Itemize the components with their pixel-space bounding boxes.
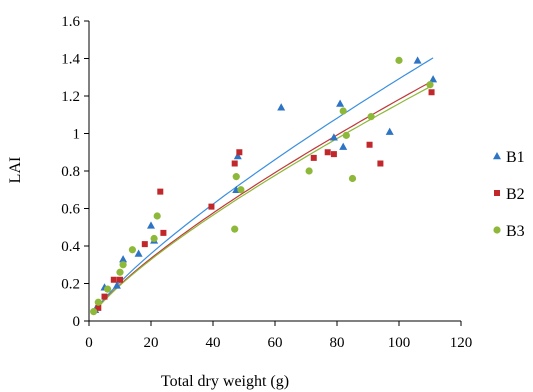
legend-marker-b2 xyxy=(494,190,500,196)
data-point-b1 xyxy=(329,133,338,141)
data-point-b1 xyxy=(233,152,242,160)
y-tick-label: 0.8 xyxy=(61,164,80,180)
data-point-b3 xyxy=(104,285,112,293)
data-point-b2 xyxy=(160,229,167,236)
series-b2 xyxy=(95,89,435,311)
data-point-b3 xyxy=(116,268,124,276)
data-point-b3 xyxy=(153,212,161,220)
data-point-b1 xyxy=(339,142,348,150)
data-point-b2 xyxy=(330,151,337,158)
data-point-b2 xyxy=(428,89,435,96)
x-tick-label: 120 xyxy=(450,335,473,351)
data-point-b1 xyxy=(147,221,155,229)
legend-label-b3: B3 xyxy=(506,223,525,240)
data-point-b1 xyxy=(385,127,394,135)
data-points xyxy=(90,56,438,316)
data-point-b1 xyxy=(336,99,345,107)
data-point-b2 xyxy=(157,188,164,195)
data-point-b1 xyxy=(429,75,438,83)
data-point-b1 xyxy=(119,255,128,263)
x-tick-label: 80 xyxy=(330,335,345,351)
trendline-b1 xyxy=(94,57,434,311)
legend-label-b2: B2 xyxy=(506,186,525,203)
data-point-b2 xyxy=(208,203,215,210)
data-point-b3 xyxy=(150,234,158,243)
data-point-b3 xyxy=(395,56,403,64)
x-axis-title: Total dry weight (g) xyxy=(161,373,289,390)
data-point-b1 xyxy=(112,281,121,289)
x-tick-label: 40 xyxy=(206,335,221,351)
data-point-b3 xyxy=(342,131,350,139)
data-point-b1 xyxy=(413,56,422,64)
data-point-b2 xyxy=(110,276,117,283)
data-point-b2 xyxy=(141,241,148,248)
data-point-b2 xyxy=(117,276,123,283)
data-point-b3 xyxy=(348,174,357,183)
legend-label-b1: B1 xyxy=(506,149,525,166)
x-tick-label: 0 xyxy=(85,335,93,351)
legend: B1 B2 B3 xyxy=(493,149,525,240)
legend-marker-b3 xyxy=(493,226,501,234)
y-tick-label: 1.6 xyxy=(61,14,80,30)
y-tick-label: 1.4 xyxy=(61,52,80,68)
y-tick-label: 0.2 xyxy=(61,277,80,293)
data-point-b2 xyxy=(95,304,102,311)
x-tick-label: 20 xyxy=(144,335,159,351)
legend-marker-b1 xyxy=(493,152,501,160)
y-tick-label: 0.6 xyxy=(61,202,80,218)
y-tick-label: 1.2 xyxy=(61,89,80,105)
trendlines xyxy=(93,57,434,314)
data-point-b2 xyxy=(377,160,384,167)
data-point-b2 xyxy=(324,149,331,156)
series-b1 xyxy=(91,56,438,313)
y-tick-label: 1 xyxy=(73,127,81,143)
series-b3 xyxy=(90,56,434,316)
data-point-b3 xyxy=(367,113,375,121)
data-point-b1 xyxy=(134,249,143,257)
trendline-b2 xyxy=(97,80,432,308)
data-point-b3 xyxy=(231,225,239,233)
data-point-b3 xyxy=(426,81,434,89)
data-point-b3 xyxy=(339,107,347,115)
y-tick-label: 0.4 xyxy=(61,239,80,255)
data-point-b3 xyxy=(305,167,313,175)
data-point-b2 xyxy=(101,293,108,300)
data-point-b3 xyxy=(94,298,102,306)
data-point-b2 xyxy=(231,160,238,167)
data-point-b3 xyxy=(237,186,245,194)
y-tick-label: 0 xyxy=(73,314,81,330)
axes: 0 0.2 0.4 0.6 0.8 1 1.2 1.4 1.6 0 20 40 60 80 100 120 xyxy=(61,14,472,351)
data-point-b1 xyxy=(277,103,286,111)
data-point-b2 xyxy=(366,141,373,148)
data-point-b3 xyxy=(128,246,136,254)
x-tick-label: 60 xyxy=(268,335,283,351)
data-point-b3 xyxy=(119,261,127,269)
data-point-b2 xyxy=(236,149,243,156)
trendline-b3 xyxy=(93,86,431,314)
data-point-b3 xyxy=(232,173,240,181)
data-point-b3 xyxy=(90,308,98,316)
data-point-b2 xyxy=(310,154,317,161)
y-axis-title: LAI xyxy=(7,157,24,184)
x-tick-label: 100 xyxy=(388,335,411,351)
